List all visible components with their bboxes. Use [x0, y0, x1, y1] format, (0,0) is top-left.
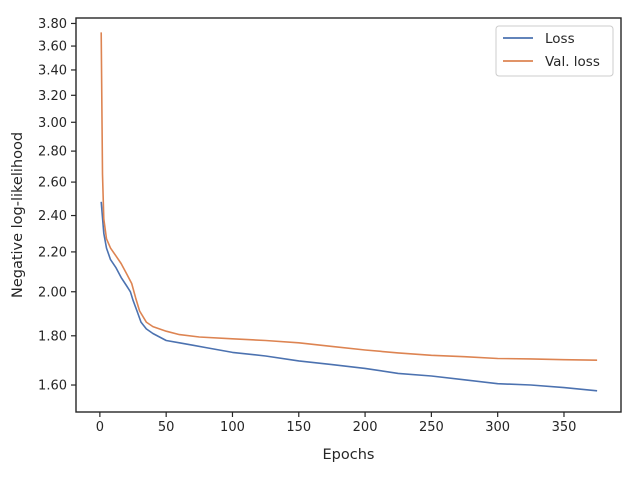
x-tick-label: 150 [286, 420, 311, 435]
y-tick-label: 2.00 [38, 285, 67, 300]
x-tick-label: 350 [552, 420, 577, 435]
y-axis-ticks: 1.60 1.80 2.00 2.20 2.40 2.60 2.80 3.00 3.20 3.40… [38, 17, 76, 394]
x-tick-label: 200 [353, 420, 378, 435]
legend-label-loss: Loss [545, 31, 575, 47]
y-tick-label: 3.20 [38, 89, 67, 104]
y-tick-label: 3.80 [38, 17, 67, 32]
legend: Loss Val. loss [495, 25, 614, 77]
x-axis-ticks: 0 50 100 150 200 250 300 350 [96, 412, 577, 435]
legend-label-val-loss: Val. loss [545, 54, 600, 70]
y-tick-label: 2.20 [38, 245, 67, 260]
y-tick-label: 3.60 [38, 40, 67, 55]
x-axis-label: Epochs [323, 447, 375, 463]
y-tick-label: 2.40 [38, 209, 67, 224]
x-tick-label: 250 [419, 420, 444, 435]
y-tick-label: 3.40 [38, 63, 67, 78]
x-tick-label: 300 [485, 420, 510, 435]
y-tick-label: 1.60 [38, 379, 67, 394]
x-tick-label: 50 [158, 420, 175, 435]
x-tick-label: 100 [220, 420, 245, 435]
series-layer [100, 32, 598, 392]
x-tick-label: 0 [96, 420, 104, 435]
series-line-loss [100, 201, 598, 392]
y-tick-label: 1.80 [38, 329, 67, 344]
y-tick-label: 3.00 [38, 116, 67, 131]
y-tick-label: 2.60 [38, 176, 67, 191]
y-tick-label: 2.80 [38, 145, 67, 160]
series-line-val-loss [100, 32, 598, 361]
y-axis-label: Negative log-likelihood [10, 132, 26, 298]
